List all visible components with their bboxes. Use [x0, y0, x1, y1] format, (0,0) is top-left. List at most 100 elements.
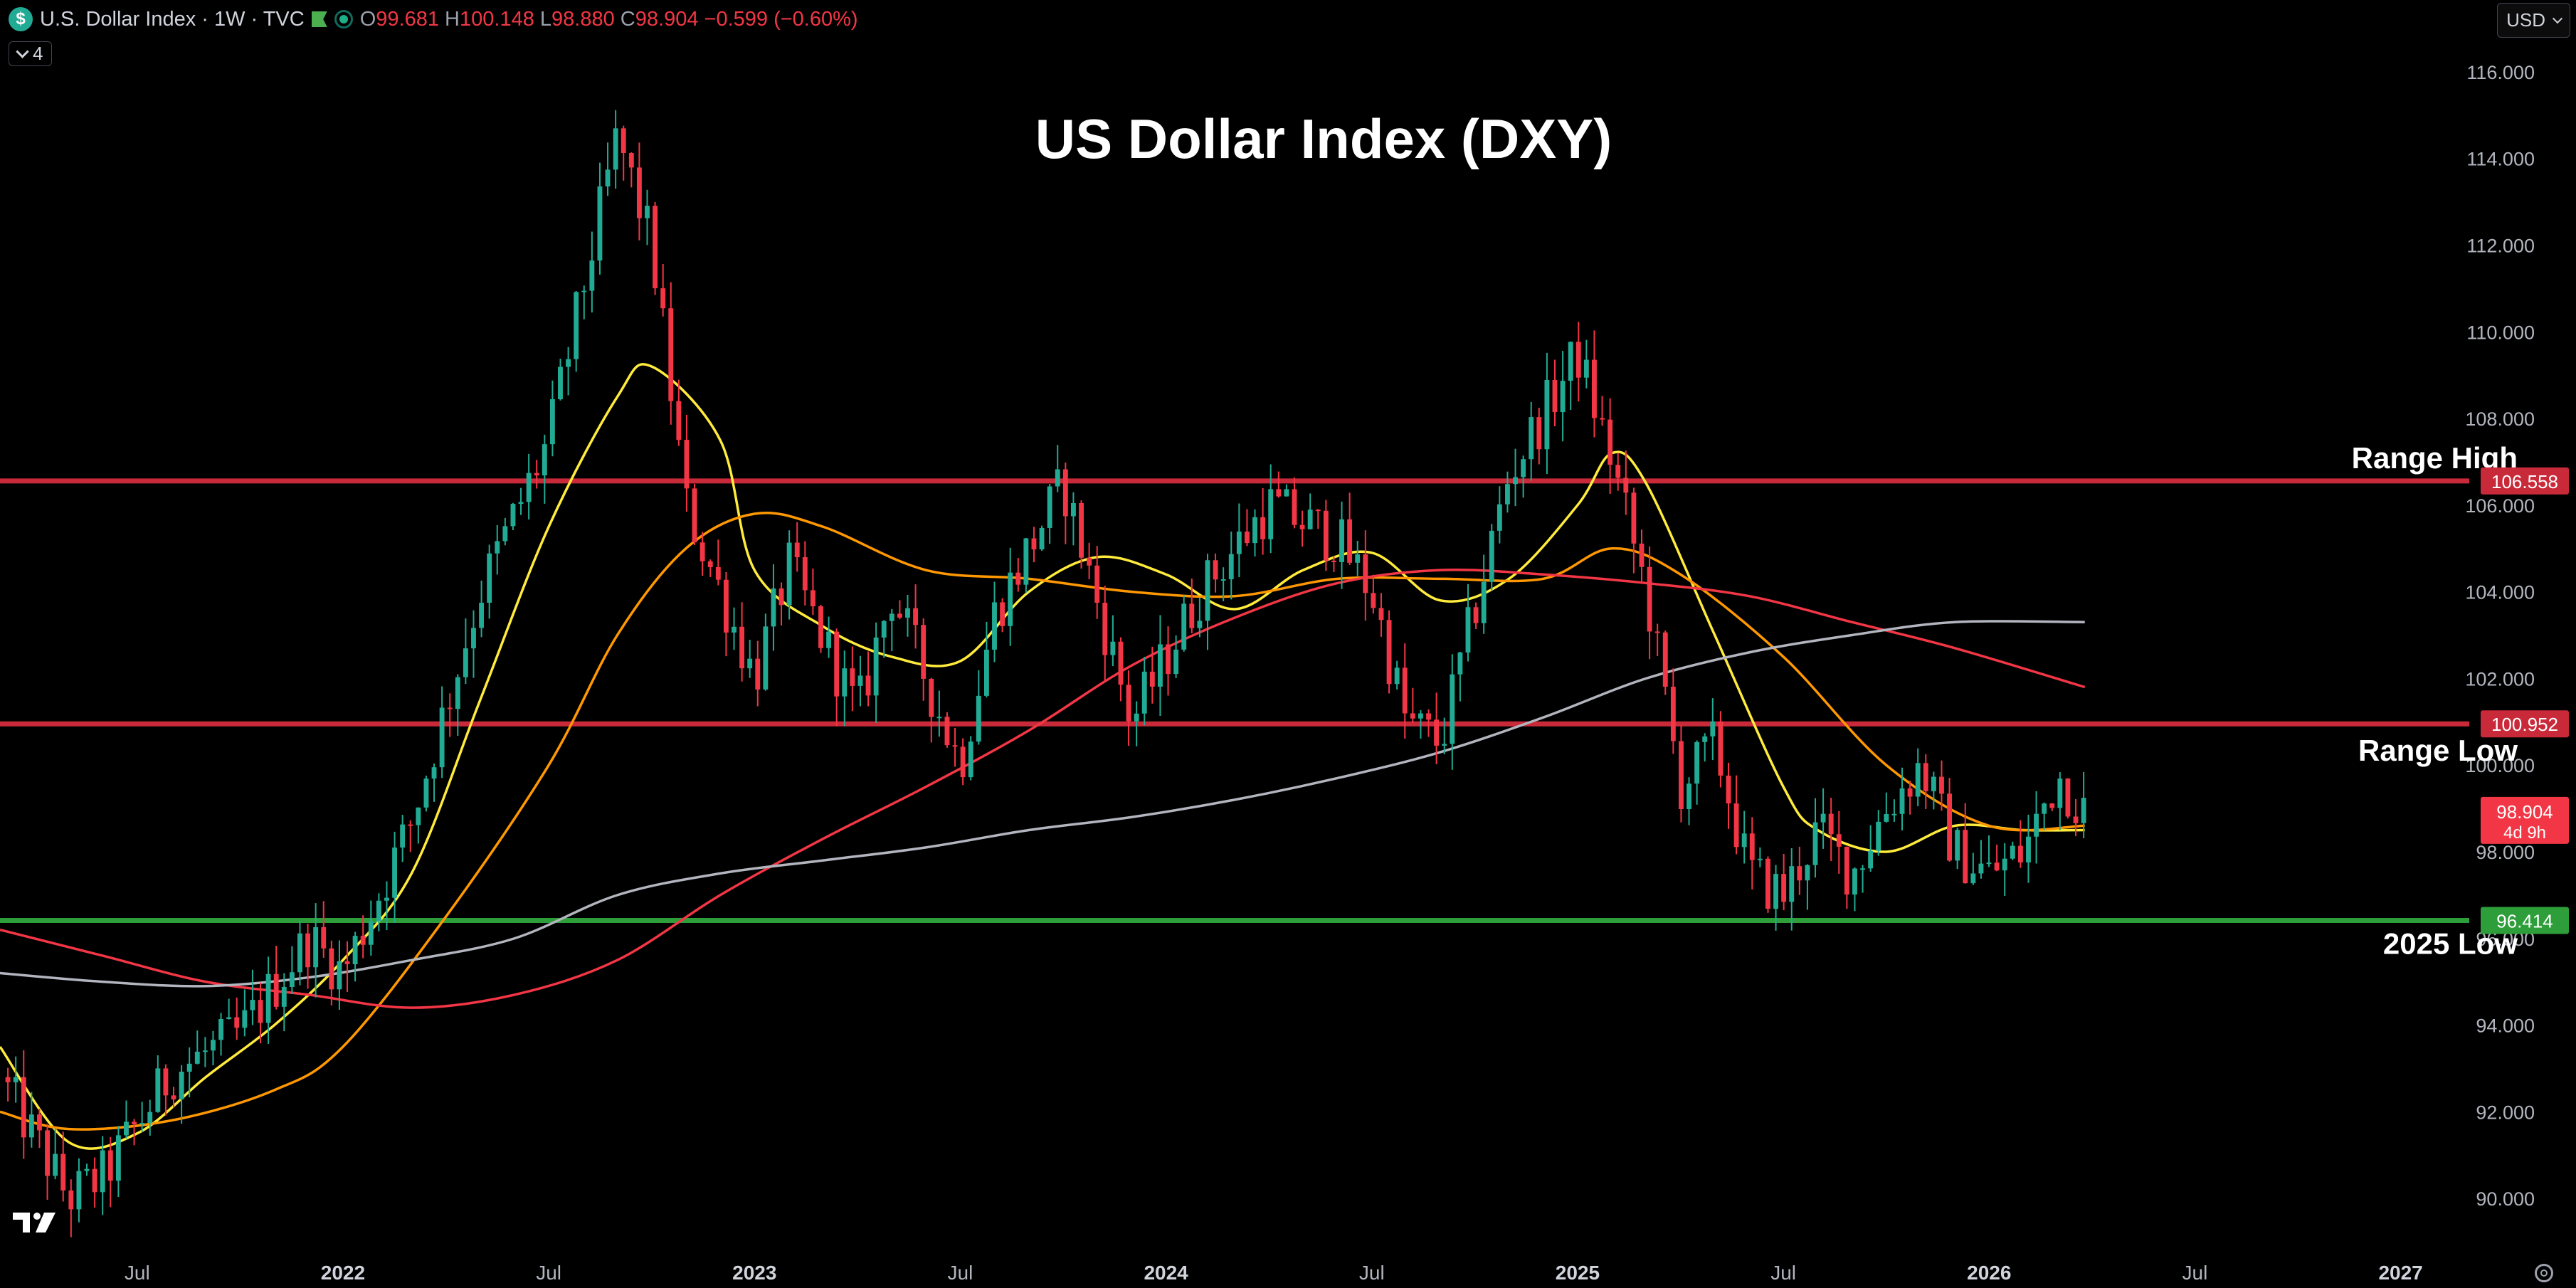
y-tick-label: 98.000: [2476, 842, 2535, 863]
x-tick-label: 2023: [732, 1262, 776, 1284]
y-tick-label: 104.000: [2465, 582, 2535, 603]
candle: [1852, 867, 1857, 912]
candle-body: [1828, 813, 1834, 835]
candle-body: [439, 707, 445, 768]
candle-body: [1371, 593, 1376, 608]
candle: [960, 738, 966, 786]
candle: [305, 923, 310, 989]
y-tick-label: 100.000: [2465, 755, 2535, 776]
candle-body: [1749, 833, 1755, 860]
candle-body: [992, 602, 997, 650]
candle-body: [771, 588, 776, 627]
candle: [2034, 791, 2039, 864]
candle: [1939, 760, 1944, 811]
candle-body: [1789, 866, 1795, 902]
candle-body: [37, 1114, 42, 1131]
candle: [929, 677, 934, 743]
last-price-tag: [2481, 796, 2569, 844]
candle-body: [1923, 763, 1928, 791]
candle-body: [1670, 687, 1676, 741]
flag-icon[interactable]: [311, 11, 327, 27]
tradingview-logo-icon[interactable]: [11, 1210, 58, 1235]
candle-body: [1600, 418, 1605, 420]
price-axis[interactable]: 116.000 114.000 112.000 110.000 108.000 106.0…: [2465, 62, 2535, 1210]
candle-body: [1244, 531, 1250, 544]
candle-body: [250, 1000, 255, 1010]
open-value: 99.681: [376, 7, 439, 31]
high-value: 100.148: [460, 7, 534, 31]
candle-body: [431, 767, 437, 779]
candle: [873, 622, 879, 724]
candle: [1615, 453, 1621, 491]
candle: [1868, 825, 1874, 872]
candle-body: [139, 1123, 145, 1125]
candle-body: [1481, 581, 1487, 623]
candle: [1149, 646, 1155, 704]
candle: [889, 608, 894, 652]
candle-body: [1757, 858, 1763, 860]
candle: [581, 285, 587, 320]
candle: [28, 1092, 34, 1148]
candle: [84, 1163, 90, 1176]
candle: [1347, 492, 1353, 565]
candle-body: [1647, 566, 1652, 632]
candle: [1654, 623, 1660, 656]
candle: [53, 1128, 58, 1180]
candle-body: [1741, 833, 1747, 848]
candle-body: [1639, 543, 1645, 567]
candle-body: [2049, 803, 2055, 808]
candle: [321, 901, 327, 958]
candle: [2017, 820, 2023, 868]
candle: [60, 1131, 66, 1202]
market-status-icon[interactable]: [334, 10, 353, 28]
candle-body: [1410, 713, 1415, 719]
time-axis[interactable]: Jul 2022 Jul 2023 Jul 2024 Jul 2025 Jul 2026 Jul 20…: [125, 1262, 2423, 1284]
candle-body: [842, 668, 848, 697]
candle: [1268, 464, 1274, 554]
candle-body: [352, 936, 358, 964]
candle: [818, 604, 823, 653]
candle-body: [2010, 845, 2015, 859]
candle-body: [1536, 417, 1542, 450]
x-tick-label: Jul: [2182, 1262, 2208, 1284]
candle-body: [1102, 603, 1108, 655]
candle: [258, 982, 263, 1044]
candle-body: [873, 637, 879, 696]
candle: [1915, 748, 1921, 806]
candle-body: [1947, 793, 1952, 861]
candle-body: [1915, 763, 1921, 797]
candle-body: [1047, 486, 1052, 528]
candle: [337, 940, 342, 1010]
candle: [1276, 471, 1282, 498]
candle: [1023, 537, 1029, 593]
candle: [857, 655, 863, 707]
candle: [179, 1065, 184, 1124]
candle: [850, 646, 855, 712]
candle: [281, 973, 287, 1032]
candle-body: [1434, 719, 1440, 746]
indicators-toggle[interactable]: 4: [9, 41, 53, 66]
candle: [1710, 698, 1716, 761]
candle: [605, 142, 611, 196]
candle: [549, 380, 555, 457]
candle-body: [155, 1068, 161, 1112]
candle: [707, 559, 713, 577]
level-price-label: 100.952: [2491, 714, 2558, 735]
settings-gear-icon[interactable]: [2535, 1264, 2553, 1282]
candle: [1473, 602, 1479, 630]
currency-select[interactable]: USD: [2497, 3, 2570, 38]
candle: [1662, 630, 1668, 695]
candle-body: [1891, 813, 1897, 815]
candle: [2065, 778, 2071, 819]
candle: [1465, 584, 1471, 662]
candle-body: [1654, 631, 1660, 633]
candle-body: [1055, 469, 1060, 487]
candle-body: [1970, 873, 1976, 884]
candle-body: [502, 526, 508, 542]
candle-body: [613, 128, 618, 170]
candle: [352, 931, 358, 982]
candle: [1094, 546, 1100, 619]
candle: [574, 290, 579, 372]
symbol-title[interactable]: U.S. Dollar Index · 1W · TVC: [40, 7, 305, 31]
